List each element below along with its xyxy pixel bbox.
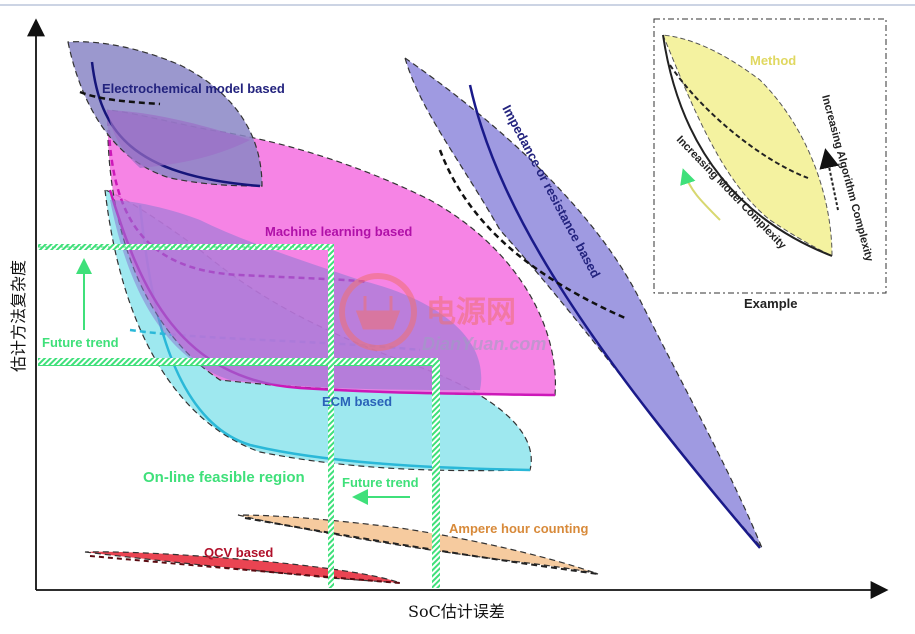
impedance-region <box>403 56 763 549</box>
ampere-hour-dashed-curve <box>244 517 599 575</box>
model-complexity-arrow <box>680 168 721 221</box>
y-axis-label: 估计方法复杂度 <box>9 260 28 372</box>
example-solid-curve <box>662 34 833 257</box>
ampere-hour-label: Ampere hour counting <box>449 521 588 536</box>
machine-learning-label: Machine learning based <box>265 224 412 239</box>
future-trend-vertical-label: Future trend <box>42 335 119 350</box>
qcv-dashed-curve <box>89 555 401 584</box>
online-feasible-region <box>38 244 440 588</box>
impedance-curve <box>468 84 761 549</box>
watermark-logo-icon <box>339 273 417 351</box>
ecm-label: ECM based <box>322 394 392 409</box>
example-caption: Example <box>744 296 797 311</box>
future-trend-horizontal-label: Future trend <box>342 475 419 490</box>
method-label: Method <box>750 53 796 68</box>
electrochemical-region <box>67 41 263 188</box>
electrochemical-dashed-curve <box>79 90 161 106</box>
watermark-site: DianYuan.com <box>422 334 546 354</box>
example-inset <box>653 18 887 294</box>
qcv-region <box>84 551 401 584</box>
online-feasible-label: On-line feasible region <box>143 469 305 486</box>
qcv-label: QCV based <box>204 545 273 560</box>
example-dashed-curve <box>669 64 809 179</box>
watermark-brand: 电源网 <box>426 295 516 330</box>
watermark: 电源网 DianYuan.com <box>339 273 546 354</box>
electrochemical-label: Electrochemical model based <box>102 81 285 96</box>
impedance-dashed-curve <box>438 149 626 320</box>
x-axis-label: SoC估计误差 <box>408 602 505 621</box>
